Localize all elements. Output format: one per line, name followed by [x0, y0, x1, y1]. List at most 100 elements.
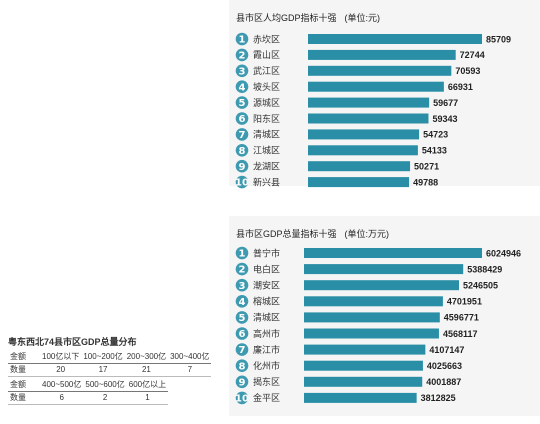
- per-capita-gdp-bar-chart: 1 赤坎区 85709 2 霞山区 72744 3 武江区 70593 4 坡头区 66931 5 源城区…: [235, 32, 511, 189]
- rank-badge-icon: [235, 175, 249, 189]
- rank-number: 2: [239, 51, 246, 62]
- amount-label: 金额: [8, 379, 40, 392]
- count-value: 6: [40, 391, 84, 405]
- category-label: 清城区: [253, 312, 280, 323]
- rank-number: 9: [239, 377, 246, 388]
- gdp-distribution-table: 粤东西北74县市区GDP总量分布 金额 100亿以下 100~200亿 200~…: [8, 335, 213, 405]
- rank-number: 1: [239, 249, 246, 260]
- bar: [304, 344, 426, 355]
- count-value: 1: [126, 391, 169, 405]
- rank-badge-icon: [235, 359, 249, 372]
- table-row: 金额 100亿以下 100~200亿 200~300亿 300~400亿: [8, 351, 212, 364]
- value-label: 70593: [455, 66, 480, 76]
- value-label: 54723: [423, 130, 448, 140]
- count-label: 数量: [8, 391, 40, 405]
- rank-number: 3: [239, 281, 246, 292]
- value-label: 4001887: [426, 377, 461, 387]
- rank-number: 9: [239, 162, 246, 173]
- distribution-title: 粤东西北74县市区GDP总量分布: [8, 337, 137, 347]
- rank-badge-icon: [235, 159, 249, 173]
- bar: [304, 312, 440, 323]
- rank-badge-icon: [235, 278, 249, 292]
- total-gdp-bar-chart: 1 普宁市 6024946 2 电白区 5388429 3 潮安区 5246505 4 榕城区 470…: [235, 246, 521, 405]
- range-header: 100~200亿: [81, 351, 125, 364]
- table-row: 数量 20 17 21 7: [8, 363, 212, 377]
- value-label: 66931: [448, 82, 473, 92]
- bar: [308, 34, 482, 44]
- category-label: 阳东区: [253, 113, 280, 124]
- rank-number: 2: [239, 265, 246, 276]
- bar: [308, 177, 410, 188]
- bar: [308, 161, 411, 172]
- value-label: 5246505: [463, 281, 498, 291]
- amount-label: 金额: [8, 351, 40, 364]
- count-label: 数量: [8, 363, 40, 377]
- rank-number: 7: [239, 345, 246, 356]
- rank-badge-icon: [235, 80, 249, 93]
- chart-unit-text: (单位:万元): [344, 229, 390, 239]
- value-label: 3812825: [421, 393, 456, 403]
- total-gdp-panel: 县市区GDP总量指标十强 (单位:万元) 1 普宁市 6024946 2 电白区 53884…: [229, 216, 540, 416]
- category-label: 金平区: [253, 392, 280, 403]
- range-header: 500~600亿: [83, 379, 127, 392]
- category-label: 源城区: [253, 98, 280, 108]
- count-value: 7: [168, 363, 212, 377]
- rank-number: 10: [235, 178, 249, 189]
- range-header: 200~300亿: [124, 351, 169, 364]
- rank-badge-icon: [235, 48, 249, 62]
- count-value: 2: [83, 391, 127, 405]
- table-row: 金额 400~500亿 500~600亿 600亿以上: [8, 379, 169, 392]
- value-label: 4596771: [444, 313, 479, 323]
- category-label: 赤坎区: [253, 33, 280, 44]
- value-label: 4107147: [429, 345, 464, 355]
- table-row: 数量 6 2 1: [8, 391, 169, 405]
- range-header: 600亿以上: [126, 379, 169, 392]
- bar: [304, 264, 464, 275]
- rank-number: 4: [239, 82, 246, 93]
- category-label: 化州市: [253, 360, 280, 371]
- value-label: 85709: [486, 34, 511, 44]
- chart-title-total: 县市区GDP总量指标十强 (单位:万元): [236, 227, 389, 240]
- rank-number: 10: [235, 394, 249, 405]
- category-label: 江城区: [253, 146, 280, 156]
- rank-badge-icon: [235, 391, 249, 405]
- rank-badge-icon: [235, 144, 249, 157]
- value-label: 4025663: [427, 361, 462, 371]
- bar: [304, 360, 423, 371]
- range-header: 300~400亿: [168, 351, 212, 364]
- rank-number: 3: [239, 66, 246, 77]
- category-label: 潮安区: [253, 280, 280, 291]
- value-label: 59343: [432, 114, 457, 124]
- rank-number: 6: [239, 329, 246, 340]
- chart-title-text: 县市区GDP总量指标十强: [236, 229, 337, 239]
- category-label: 榕城区: [253, 296, 280, 307]
- rank-badge-icon: [235, 64, 249, 78]
- chart-unit-text: (单位:元): [344, 13, 381, 23]
- bar: [308, 81, 444, 92]
- rank-number: 8: [239, 146, 246, 157]
- category-label: 揭东区: [253, 376, 280, 387]
- rank-badge-icon: [235, 327, 249, 340]
- category-label: 龙湖区: [253, 161, 280, 172]
- category-label: 武江区: [253, 65, 280, 76]
- value-label: 54133: [422, 146, 447, 156]
- bar: [308, 97, 430, 108]
- count-value: 21: [124, 363, 169, 377]
- bar: [308, 65, 452, 76]
- bar: [308, 129, 420, 140]
- rank-badge-icon: [235, 311, 249, 324]
- count-value: 17: [81, 363, 125, 377]
- distribution-table-row2: 金额 400~500亿 500~600亿 600亿以上 数量 6 2 1: [8, 379, 169, 405]
- value-label: 4568117: [443, 329, 478, 339]
- category-label: 坡头区: [253, 81, 280, 92]
- bar: [304, 296, 443, 307]
- distribution-table-row1: 金额 100亿以下 100~200亿 200~300亿 300~400亿 数量 …: [8, 351, 212, 377]
- value-label: 4701951: [447, 297, 482, 307]
- chart-title-per-capita: 县市区人均GDP指标十强 (单位:元): [236, 11, 380, 24]
- rank-badge-icon: [235, 295, 249, 308]
- value-label: 49788: [413, 177, 438, 187]
- rank-badge-icon: [235, 375, 249, 389]
- rank-badge-icon: [235, 343, 249, 356]
- count-value: 20: [40, 363, 82, 377]
- chart-title-text: 县市区人均GDP指标十强: [236, 13, 337, 23]
